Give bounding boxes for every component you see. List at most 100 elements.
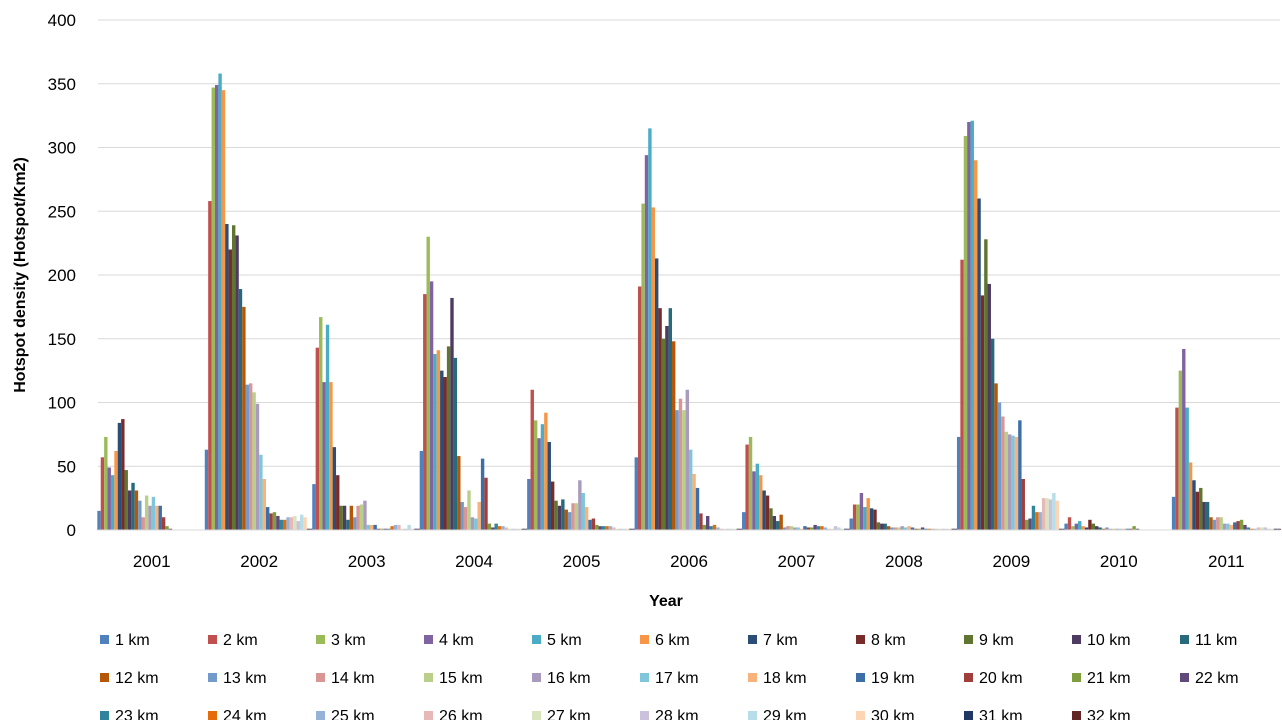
bar-2011-13km: [1212, 519, 1217, 530]
bar-2010-19km: [1125, 528, 1130, 530]
bar-2008-5km: [863, 507, 867, 530]
bar-2011-21km: [1239, 519, 1244, 530]
bar-2009-2km: [960, 259, 964, 530]
bar-2006-14km: [678, 398, 683, 530]
bar-2008-26km: [934, 528, 938, 530]
bar-2006-32km: [740, 528, 744, 530]
bar-2002-26km: [289, 517, 294, 530]
bar-2004-29km: [514, 528, 519, 530]
bar-2007-24km: [820, 526, 824, 530]
bar-2007-23km: [816, 526, 821, 530]
bar-2004-14km: [463, 507, 468, 530]
bar-2008-10km: [880, 523, 884, 531]
bar-2001-7km: [117, 422, 122, 530]
legend-swatch: [640, 711, 649, 720]
bar-2003-5km: [325, 324, 330, 530]
bar-2008-24km: [927, 528, 932, 530]
bar-2002-2km: [208, 201, 212, 531]
bar-2003-11km: [346, 519, 350, 530]
bar-2011-17km: [1226, 523, 1230, 531]
bar-2005-28km: [618, 528, 623, 530]
legend-swatch: [100, 673, 109, 682]
bar-2009-20km: [1021, 479, 1025, 530]
bar-2002-16km: [255, 403, 260, 530]
bar-2004-2km: [423, 294, 427, 531]
bar-2004-31km: [521, 528, 526, 530]
bar-2008-3km: [856, 504, 860, 530]
x-tick-label: 2003: [348, 552, 386, 571]
bar-2009-21km: [1024, 519, 1029, 530]
bar-2003-12km: [349, 505, 354, 530]
bar-2008-25km: [931, 528, 935, 530]
bar-2005-9km: [554, 500, 558, 530]
bar-2007-21km: [810, 527, 814, 530]
bar-2001-3km: [104, 436, 108, 530]
bar-2003-18km: [370, 524, 374, 530]
bar-2007-6km: [759, 475, 763, 530]
bar-2011-26km: [1256, 527, 1261, 530]
bar-2007-26km: [827, 528, 831, 530]
bar-2003-17km: [366, 524, 371, 530]
bar-2006-17km: [689, 449, 693, 530]
bar-2001-20km: [161, 517, 166, 530]
bar-2009-10km: [987, 283, 991, 530]
bar-2007-12km: [779, 514, 783, 530]
bar-2005-27km: [615, 528, 619, 530]
legend-swatch: [208, 711, 217, 720]
legend-swatch: [964, 711, 973, 720]
bar-2001-12km: [134, 490, 139, 530]
bar-2006-3km: [641, 203, 645, 530]
legend-swatch: [424, 711, 433, 720]
bar-2003-28km: [404, 528, 408, 530]
bar-2004-18km: [477, 501, 481, 530]
bar-2003-3km: [319, 317, 323, 530]
bar-2009-19km: [1018, 420, 1022, 530]
bar-2005-4km: [537, 438, 541, 530]
bar-2004-12km: [457, 456, 461, 530]
bar-2008-14km: [893, 527, 898, 530]
legend-label: 9 km: [979, 632, 1014, 649]
bar-2011-24km: [1250, 528, 1254, 530]
bar-2006-31km: [736, 528, 740, 530]
legend-swatch: [856, 711, 865, 720]
legend-label: 5 km: [547, 632, 582, 649]
bar-2002-10km: [235, 235, 239, 530]
bar-2009-7km: [977, 198, 981, 530]
bar-2002-30km: [303, 517, 307, 530]
bar-2004-13km: [460, 501, 464, 530]
y-tick-label: 350: [48, 75, 76, 94]
legend-swatch: [424, 673, 433, 682]
legend-label: 12 km: [115, 670, 159, 687]
bar-2005-22km: [598, 526, 602, 530]
bar-2011-18km: [1229, 524, 1234, 530]
x-tick-label: 2004: [455, 552, 493, 571]
bar-2001-2km: [100, 457, 105, 530]
bar-2006-26km: [719, 528, 723, 530]
bar-2007-10km: [772, 515, 777, 530]
bar-2002-24km: [282, 519, 287, 530]
bar-2008-4km: [859, 493, 864, 530]
bar-2004-24km: [497, 526, 502, 530]
bar-2003-16km: [363, 500, 367, 530]
bar-2007-4km: [752, 471, 756, 530]
bar-2005-7km: [547, 442, 551, 530]
bar-2003-15km: [359, 504, 364, 530]
bar-2005-26km: [612, 527, 616, 530]
bar-2011-9km: [1199, 487, 1203, 530]
bar-2006-21km: [702, 524, 706, 530]
bar-2007-18km: [799, 528, 804, 530]
bar-2011-23km: [1246, 527, 1251, 530]
bar-2011-14km: [1216, 517, 1220, 530]
legend-swatch: [640, 673, 649, 682]
bar-2003-13km: [353, 517, 357, 530]
bar-2003-22km: [383, 528, 388, 530]
legend-swatch: [532, 635, 541, 644]
bar-2011-1km: [1171, 496, 1176, 530]
bar-2009-4km: [967, 122, 971, 530]
bar-2004-4km: [429, 281, 434, 531]
bar-2008-32km: [954, 528, 959, 530]
bar-2008-15km: [897, 527, 901, 530]
bar-2002-6km: [221, 90, 226, 531]
bar-2010-20km: [1129, 528, 1133, 530]
bar-2006-30km: [733, 528, 737, 530]
